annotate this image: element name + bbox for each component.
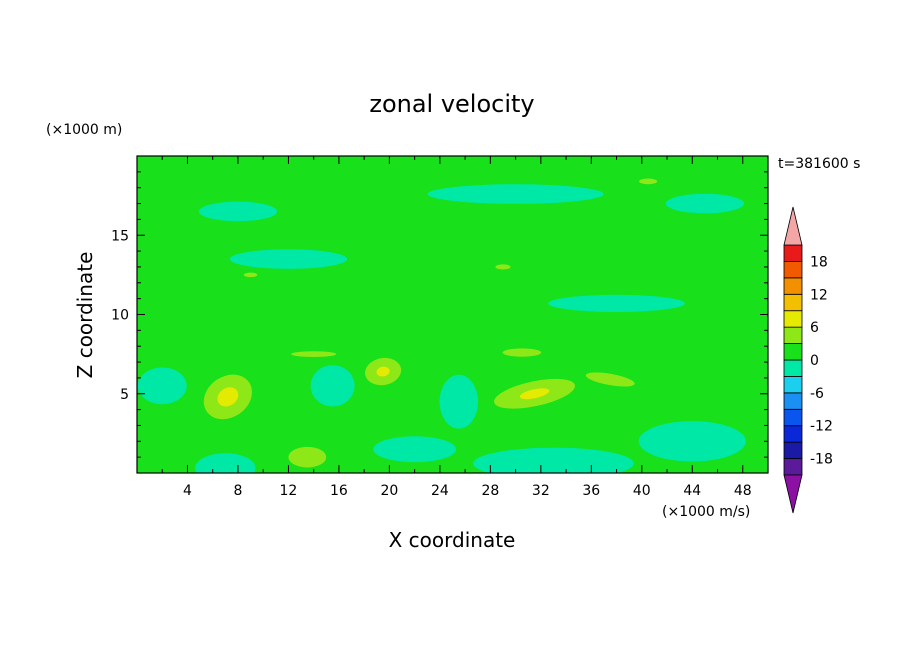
x-tick-label: 44	[683, 483, 701, 499]
x-tick-label: 4	[183, 483, 192, 499]
field-contour	[502, 348, 542, 357]
field-contour	[229, 249, 348, 269]
field-feature	[365, 357, 402, 386]
field-contour	[519, 388, 550, 400]
y-tick-label: 15	[111, 228, 129, 244]
field-contour	[373, 436, 457, 463]
x-tick-label: 24	[431, 483, 449, 499]
y-axis-title: Z coordinate	[73, 252, 97, 379]
field-contour	[585, 372, 635, 387]
field-feature	[288, 446, 327, 468]
x-tick-label: 36	[582, 483, 600, 499]
field-feature	[548, 294, 686, 313]
field-feature	[495, 264, 511, 270]
x-tick-label: 28	[481, 483, 499, 499]
colorbar-swatch	[783, 277, 803, 295]
field-feature	[198, 201, 278, 222]
x-tick-label: 16	[330, 483, 348, 499]
x-axis-title: X coordinate	[389, 528, 516, 552]
x-tick-label: 12	[280, 483, 298, 499]
field-contour	[195, 453, 256, 473]
field-feature	[373, 436, 457, 463]
x-tick-label: 20	[380, 483, 398, 499]
colorbar-swatch	[783, 310, 803, 328]
field-contour	[293, 410, 334, 425]
colorbar-swatch	[783, 441, 803, 459]
colorbar-label: -6	[810, 386, 824, 402]
field-contour	[137, 367, 187, 405]
field-feature	[638, 421, 746, 462]
field-feature	[137, 367, 187, 405]
field-feature	[473, 447, 634, 473]
colorbar-label: -12	[810, 419, 833, 435]
colorbar-swatch	[783, 408, 803, 427]
field-feature	[243, 272, 258, 278]
field-feature	[203, 374, 252, 420]
colorbar-swatch	[783, 343, 803, 361]
field-contour	[288, 446, 327, 468]
field-contour	[376, 366, 390, 377]
colorbar-swatch	[783, 261, 803, 279]
colorbar-label: 0	[810, 353, 819, 369]
x-unit-label: (×1000 m/s)	[662, 504, 750, 520]
field-feature	[439, 374, 479, 429]
colorbar-label: -18	[810, 452, 833, 468]
field-feature	[502, 348, 542, 357]
colorbar-swatch	[783, 392, 803, 410]
field-feature	[494, 378, 575, 409]
colorbar-swatch	[783, 425, 803, 443]
field-contour	[665, 193, 745, 214]
field-feature	[665, 193, 745, 214]
colorbar-swatch	[783, 458, 803, 476]
colorbar-label: 12	[810, 287, 828, 303]
field-feature	[310, 365, 355, 407]
field-contour	[495, 264, 511, 270]
x-tick-label: 48	[734, 483, 752, 499]
time-label: t=381600 s	[778, 156, 860, 172]
field-feature	[639, 178, 658, 185]
x-axis: 4 8 12 16 20 24 28 32 36 40 44 48	[161, 156, 752, 499]
field-contour	[310, 365, 355, 407]
field-contour	[439, 374, 479, 429]
field-feature	[293, 410, 334, 425]
colorbar-under-arrow	[783, 474, 803, 514]
field-contour	[243, 272, 258, 278]
field-contour	[291, 351, 337, 357]
x-tick-label: 8	[233, 483, 242, 499]
field-feature	[427, 184, 604, 204]
y-unit-label: (×1000 m)	[46, 122, 122, 138]
field-contour	[217, 387, 239, 407]
field-contour	[198, 201, 278, 222]
field-feature	[291, 351, 337, 357]
field-contour	[638, 421, 746, 462]
y-axis: 5 10 15	[111, 171, 768, 458]
heatmap-field	[137, 156, 768, 473]
field-feature	[229, 249, 348, 269]
colorbar-swatch	[783, 359, 803, 377]
colorbar-over-arrow	[783, 206, 803, 246]
field-contour	[639, 178, 658, 185]
field-contour	[427, 184, 604, 204]
field-feature	[585, 372, 635, 387]
chart-title: zonal velocity	[369, 90, 534, 118]
y-tick-label: 10	[111, 308, 129, 324]
field-contour	[473, 447, 634, 473]
colorbar-swatch	[783, 376, 803, 394]
colorbar-label: 6	[810, 320, 819, 336]
colorbar-swatch	[783, 293, 803, 312]
field-feature	[195, 453, 256, 473]
y-tick-label: 5	[120, 387, 129, 403]
colorbar-label: 18	[810, 254, 828, 270]
colorbar-swatch	[783, 326, 803, 344]
colorbar-swatch	[783, 244, 803, 262]
colorbar: -18 -12 -6 0 6 12 18	[783, 206, 833, 514]
field-contour	[548, 294, 686, 313]
x-tick-label: 32	[532, 483, 550, 499]
x-tick-label: 40	[633, 483, 651, 499]
